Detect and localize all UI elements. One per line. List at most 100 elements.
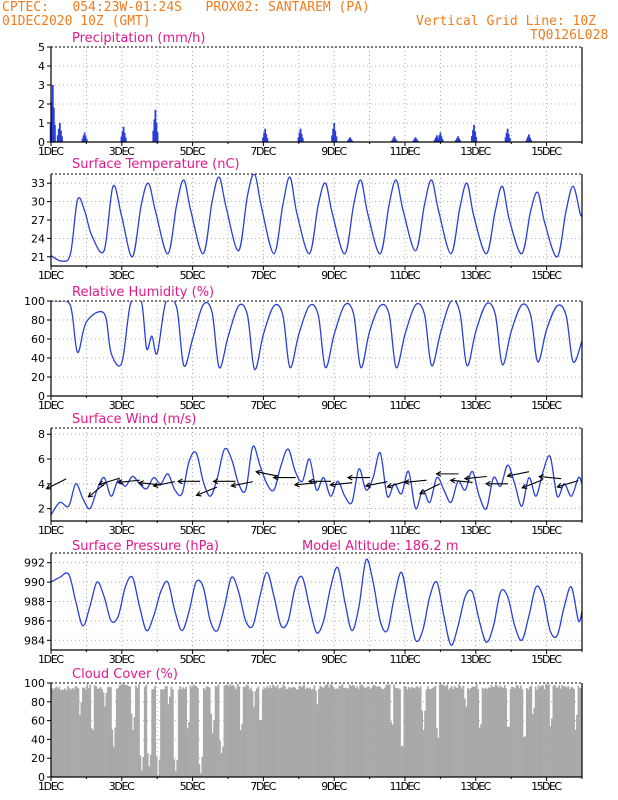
precip-bar <box>459 140 462 142</box>
panel1-ytick-label: 5 <box>38 41 45 54</box>
precip-bar <box>297 137 300 142</box>
cloud-bar <box>112 746 115 777</box>
cloud-bar <box>210 713 213 777</box>
station-info: CPTEC: 054:23W-01:24S PROX02: SANTAREM (… <box>2 0 370 15</box>
precip-bar <box>262 137 264 142</box>
panel4-ytick-label: 8 <box>38 428 45 441</box>
cloud-bar <box>167 704 170 777</box>
cloud-bar <box>208 687 211 777</box>
cloud-bar <box>517 685 519 777</box>
cloud-bar <box>452 689 454 777</box>
wind-arrow-head <box>116 479 123 485</box>
panel6-ytick-label: 40 <box>31 733 45 746</box>
cloud-bar <box>81 687 84 777</box>
cloud-bar <box>357 688 360 777</box>
panel3-xtick-label: 9DEC <box>321 399 347 412</box>
cloud-bar <box>170 686 173 777</box>
cloud-bar <box>363 687 366 777</box>
cloud-bar <box>65 690 68 777</box>
cloud-bar <box>183 688 186 777</box>
precip-bar <box>434 137 437 142</box>
cloud-bar <box>430 689 432 777</box>
cloud-bar <box>67 685 69 777</box>
panel5-ytick-label: 986 <box>24 615 45 628</box>
cloud-bar <box>359 685 362 777</box>
panel2-xtick-label: 3DEC <box>109 269 135 282</box>
panel3-xtick-label: 7DEC <box>250 399 276 412</box>
cloud-bar <box>152 688 155 777</box>
cloud-bar <box>245 684 248 777</box>
cloud-bar <box>319 685 322 777</box>
cloud-bar <box>464 698 466 777</box>
cloud-bar <box>70 689 72 777</box>
cloud-bar <box>478 727 481 777</box>
cloud-bar <box>244 687 246 777</box>
cloud-bar <box>273 686 276 777</box>
cloud-bar <box>229 683 232 777</box>
cloud-bar <box>267 688 270 777</box>
panel6-xtick-label: 7DEC <box>250 780 276 793</box>
cloud-bar <box>219 740 221 777</box>
cloud-bar <box>89 684 92 777</box>
cloud-bar <box>84 689 87 777</box>
precip-bar <box>471 136 473 142</box>
cloud-bar <box>527 689 530 777</box>
cloud-bar <box>441 684 444 777</box>
cloud-bar <box>87 688 90 777</box>
cloud-bar <box>133 717 136 777</box>
cloud-bar <box>80 702 83 777</box>
precip-bar <box>60 130 62 142</box>
panel4-title: Surface Wind (m/s) <box>72 412 196 427</box>
cloud-bar <box>362 686 364 777</box>
cloud-bar <box>108 686 111 777</box>
cloud-bar <box>241 724 244 777</box>
cloud-bar <box>182 687 185 777</box>
panel2-xtick-label: 11DEC <box>390 269 421 282</box>
cloud-bar <box>509 688 512 777</box>
cloud-bar <box>140 770 143 777</box>
cloud-bar <box>239 730 242 777</box>
cloud-bar <box>338 685 341 777</box>
cloud-bar <box>422 729 425 777</box>
cloud-bar <box>525 687 528 777</box>
cloud-bar <box>73 689 75 777</box>
wind-arrow-head <box>435 471 442 477</box>
cloud-bar <box>301 686 304 777</box>
cloud-bar <box>105 693 108 777</box>
cloud-bar <box>388 684 391 777</box>
panel2-ytick-label: 33 <box>31 177 45 190</box>
cloud-bar <box>369 688 372 777</box>
cloud-bar <box>53 688 56 777</box>
precip-bar <box>331 135 333 142</box>
cloud-bar <box>434 685 437 777</box>
wind-arrow-head <box>506 472 513 479</box>
precip-bar <box>81 138 84 142</box>
cloud-bar <box>487 687 490 777</box>
wind-arrow-head <box>449 477 456 484</box>
wind-arrow-head <box>293 481 300 488</box>
cloud-bar <box>415 686 418 777</box>
series-line <box>51 445 582 516</box>
cloud-bar <box>534 686 537 777</box>
cloud-bar <box>213 720 216 777</box>
cloud-bar <box>226 684 229 777</box>
precip-bar <box>392 138 395 142</box>
cloud-bar <box>211 733 214 777</box>
cloud-bar <box>524 736 527 777</box>
panel6-ytick-label: 20 <box>31 752 45 765</box>
cloud-bar <box>278 688 280 777</box>
cloud-bar <box>348 684 351 777</box>
cloud-bar <box>90 728 93 777</box>
panel3-xtick-label: 15DEC <box>531 399 562 412</box>
cloud-bar <box>56 688 59 777</box>
cloud-bar <box>295 689 298 777</box>
cloud-bar <box>269 685 272 777</box>
cloud-bar <box>123 684 126 777</box>
wind-arrow-head <box>195 491 202 497</box>
panel1-xtick-label: 9DEC <box>321 145 347 158</box>
precip-bar <box>528 134 530 142</box>
cloud-bar <box>506 726 509 777</box>
cloud-bar <box>194 685 196 777</box>
panel1-xtick-label: 5DEC <box>180 145 206 158</box>
cloud-bar <box>559 688 562 777</box>
